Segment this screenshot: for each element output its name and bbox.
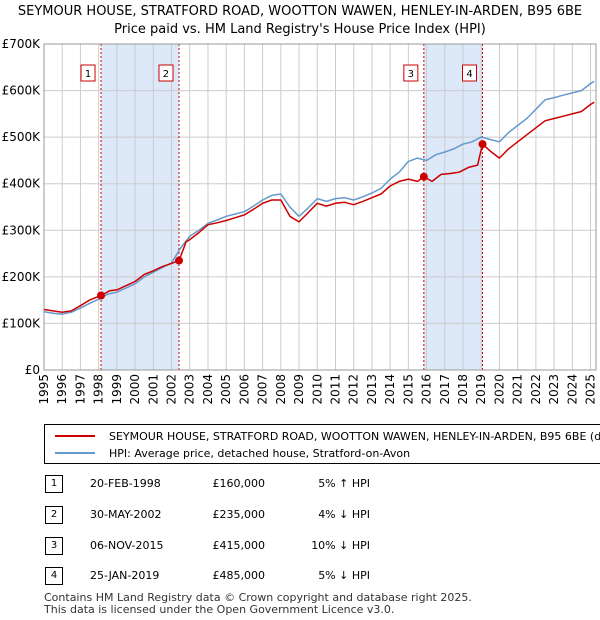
x-tick-label: 2004: [201, 374, 215, 405]
y-tick-label: £100K: [2, 316, 42, 330]
y-tick-label: £200K: [2, 270, 42, 284]
x-tick-label: 2025: [584, 374, 598, 405]
sale-point: [419, 172, 428, 181]
marker-box: [158, 64, 174, 82]
shaded-period: [101, 44, 179, 370]
x-tick-label: 2002: [165, 374, 179, 405]
marker-number: 3: [408, 69, 414, 80]
row-number-badge: 1: [45, 475, 63, 493]
legend-property-label: SEYMOUR HOUSE, STRATFORD ROAD, WOOTTON W…: [109, 429, 600, 443]
x-tick-label: 1998: [92, 374, 106, 405]
row-date: 20-FEB-1998: [90, 477, 161, 490]
legend-item-property: SEYMOUR HOUSE, STRATFORD ROAD, WOOTTON W…: [45, 427, 600, 445]
x-tick-label: 2023: [547, 374, 561, 405]
row-date: 30-MAY-2002: [90, 508, 162, 521]
price-chart: £0 £100K £200K £300K £400K £500K £600K £700K 199…: [2, 37, 598, 405]
y-tick-label: £500K: [2, 130, 42, 144]
legend: SEYMOUR HOUSE, STRATFORD ROAD, WOOTTON W…: [44, 424, 600, 464]
legend-blue-line-icon: [55, 452, 95, 454]
x-tick-label: 2022: [529, 374, 543, 405]
row-number-badge: 2: [45, 506, 63, 524]
marker-label-box: 1: [80, 64, 96, 82]
footer-copyright: Contains HM Land Registry data © Crown c…: [44, 591, 472, 604]
marker-number: 4: [466, 69, 472, 80]
marker-number: 2: [163, 69, 169, 80]
x-tick-label: 2011: [328, 374, 342, 405]
x-tick-label: 2003: [183, 374, 197, 405]
marker-box: [462, 64, 478, 82]
property-price-line: [43, 101, 595, 314]
row-price: £160,000: [212, 477, 266, 490]
table-row: 4 25-JAN-2019 £485,000 5% ↓ HPI: [0, 565, 600, 585]
table-row: 1 20-FEB-1998 £160,000 5% ↑ HPI: [0, 473, 600, 493]
y-tick-label: £0: [25, 363, 40, 377]
legend-hpi-label: HPI: Average price, detached house, Stra…: [109, 446, 411, 460]
x-tick-label: 2024: [565, 374, 579, 405]
x-tick-label: 1999: [110, 374, 124, 405]
marker-label-box: 2: [158, 64, 174, 82]
row-number-badge: 4: [45, 567, 63, 585]
row-price: £485,000: [212, 569, 266, 582]
table-row: 3 06-NOV-2015 £415,000 10% ↓ HPI: [0, 535, 600, 555]
row-number-badge: 3: [45, 537, 63, 555]
shaded-period: [423, 44, 483, 370]
legend-red-line-icon: [55, 435, 95, 437]
plot-area-border: [43, 43, 597, 371]
sale-point: [174, 256, 183, 265]
legend-item-hpi: HPI: Average price, detached house, Stra…: [45, 444, 410, 462]
chart-title-address: SEYMOUR HOUSE, STRATFORD ROAD, WOOTTON W…: [17, 4, 583, 19]
y-tick-label: £600K: [2, 84, 42, 98]
x-tick-label: 2013: [365, 374, 379, 405]
y-tick-label: £400K: [2, 177, 42, 191]
table-row: 2 30-MAY-2002 £235,000 4% ↓ HPI: [0, 504, 600, 524]
row-hpi: 5% ↓ HPI: [318, 569, 370, 582]
marker-box: [80, 64, 96, 82]
row-hpi: 10% ↓ HPI: [311, 539, 370, 552]
x-tick-label: 2006: [237, 374, 251, 405]
x-tick-label: 2018: [456, 374, 470, 405]
y-tick-label: £300K: [2, 223, 42, 237]
x-tick-label: 1997: [73, 374, 87, 405]
x-tick-label: 2012: [347, 374, 361, 405]
row-hpi: 4% ↓ HPI: [318, 508, 370, 521]
x-tick-label: 2021: [511, 374, 525, 405]
row-price: £415,000: [212, 539, 266, 552]
row-hpi: 5% ↑ HPI: [318, 477, 370, 490]
x-tick-label: 2001: [146, 374, 160, 405]
x-tick-label: 2010: [310, 374, 324, 405]
x-tick-label: 2015: [401, 374, 415, 405]
x-tick-label: 2017: [438, 374, 452, 405]
x-tick-label: 2009: [292, 374, 306, 405]
x-tick-label: 1995: [37, 374, 51, 405]
y-tick-label: £700K: [2, 37, 42, 51]
row-price: £235,000: [212, 508, 266, 521]
marker-label-box: 3: [403, 64, 419, 82]
row-date: 25-JAN-2019: [90, 569, 160, 582]
x-tick-label: 2005: [219, 374, 233, 405]
x-tick-label: 1996: [55, 374, 69, 405]
marker-label-box: 4: [462, 64, 478, 82]
footer-licence: This data is licensed under the Open Gov…: [44, 603, 395, 616]
marker-number: 1: [85, 69, 91, 80]
sale-point: [97, 291, 106, 300]
sale-point: [478, 140, 487, 149]
chart-title: Price paid vs. HM Land Registry's House …: [114, 22, 486, 37]
x-tick-label: 2016: [420, 374, 434, 405]
x-tick-label: 2008: [274, 374, 288, 405]
x-tick-label: 2000: [128, 374, 142, 405]
marker-box: [403, 64, 419, 82]
row-date: 06-NOV-2015: [90, 539, 164, 552]
x-tick-label: 2019: [474, 374, 488, 405]
x-tick-label: 2014: [383, 374, 397, 405]
hpi-line: [43, 80, 595, 315]
x-tick-label: 2020: [492, 374, 506, 405]
x-tick-label: 2007: [256, 374, 270, 405]
